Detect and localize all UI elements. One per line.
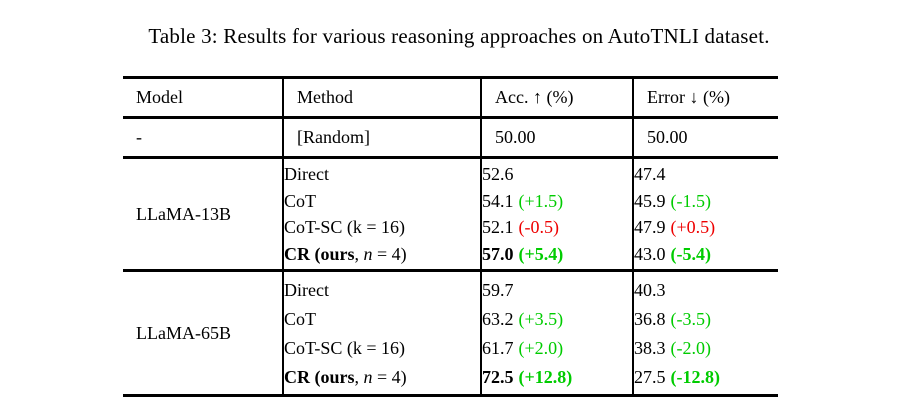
metric-value: 52.6	[482, 164, 514, 184]
baseline-model: -	[136, 127, 142, 147]
metric-value: 59.7	[482, 280, 514, 300]
delta-value: (+12.8)	[518, 367, 573, 387]
delta-value: (-0.5)	[518, 217, 559, 237]
column-header-method: Method	[282, 79, 480, 116]
acc-column: 52.6 54.1 (+1.5) 52.1 (-0.5) 57.0 (+5.4)	[480, 159, 632, 269]
metric-value: 45.9	[634, 190, 666, 211]
table-caption: Table 3: Results for various reasoning a…	[148, 24, 770, 48]
method-label: Direct	[284, 280, 329, 300]
method-label-var: n	[363, 367, 373, 387]
metric-value: 61.7	[482, 338, 514, 358]
baseline-acc: 50.00	[480, 119, 632, 156]
mid-rule-1	[123, 156, 778, 159]
method-label-sep: ,	[354, 243, 364, 264]
header-rule	[123, 116, 778, 119]
metric-value: 27.5	[634, 367, 666, 387]
method-label-bold: CR (ours	[284, 367, 355, 387]
metric-value: 72.5	[482, 367, 514, 387]
method-label: CR (ours, n = 4)	[284, 362, 480, 391]
delta-value: (+0.5)	[670, 217, 716, 237]
model-name: LLaMA-13B	[136, 203, 231, 224]
metric-value: 38.3	[634, 338, 666, 358]
delta-value: (-3.5)	[670, 309, 711, 329]
method-label: Direct	[284, 164, 329, 184]
column-header-model: Model	[136, 87, 183, 107]
metric-value: 63.2	[482, 309, 514, 329]
method-label: CoT-SC (k = 16)	[284, 217, 405, 237]
delta-value: (+1.5)	[518, 190, 564, 211]
method-column: Direct CoT CoT-SC (k = 16) CR (ours, n =…	[282, 159, 480, 269]
top-rule	[123, 76, 778, 79]
metric-value: 54.1	[482, 190, 514, 211]
metric-value: 40.3	[634, 280, 666, 300]
delta-value: (-5.4)	[670, 243, 711, 264]
header-row: Model Method Acc. ↑ (%) Error ↓ (%)	[123, 79, 778, 116]
delta-value: (-12.8)	[670, 367, 720, 387]
baseline-error: 50.00	[632, 119, 778, 156]
metric-value: 47.4	[634, 164, 666, 184]
delta-value: (+5.4)	[518, 243, 564, 264]
method-column: Direct CoT CoT-SC (k = 16) CR (ours, n =…	[282, 272, 480, 394]
bottom-rule	[123, 394, 778, 397]
method-label-tail: = 4)	[372, 367, 407, 387]
error-column: 47.4 45.9 (-1.5) 47.9 (+0.5) 43.0 (-5.4)	[632, 159, 778, 269]
metric-value: 57.0	[482, 243, 514, 264]
method-label: CoT	[284, 309, 317, 329]
metric-value: 36.8	[634, 309, 666, 329]
baseline-method: [Random]	[282, 119, 480, 156]
method-label-var: n	[363, 243, 373, 264]
error-column: 40.3 36.8 (-3.5) 38.3 (-2.0) 27.5 (-12.8)	[632, 272, 778, 394]
method-label: CR (ours, n = 4)	[284, 241, 480, 268]
column-header-acc: Acc. ↑ (%)	[480, 79, 632, 116]
model-group-llama-65b: LLaMA-65B Direct CoT CoT-SC (k = 16) CR …	[123, 272, 778, 394]
metric-value: 52.1	[482, 217, 514, 237]
results-table: Model Method Acc. ↑ (%) Error ↓ (%) - [R…	[123, 76, 778, 397]
mid-rule-2	[123, 269, 778, 272]
method-label: CoT	[284, 190, 317, 211]
delta-value: (-2.0)	[670, 338, 711, 358]
model-name: LLaMA-65B	[136, 322, 231, 343]
delta-value: (+3.5)	[518, 309, 564, 329]
method-label-tail: = 4)	[372, 243, 407, 264]
delta-value: (+2.0)	[518, 338, 564, 358]
baseline-row: - [Random] 50.00 50.00	[123, 119, 778, 156]
method-label-sep: ,	[354, 367, 364, 387]
method-label: CoT-SC (k = 16)	[284, 338, 405, 358]
metric-value: 47.9	[634, 217, 666, 237]
column-header-error: Error ↓ (%)	[632, 79, 778, 116]
model-group-llama-13b: LLaMA-13B Direct CoT CoT-SC (k = 16) CR …	[123, 159, 778, 269]
acc-column: 59.7 63.2 (+3.5) 61.7 (+2.0) 72.5 (+12.8)	[480, 272, 632, 394]
metric-value: 43.0	[634, 243, 666, 264]
method-label-bold: CR (ours	[284, 243, 355, 264]
delta-value: (-1.5)	[670, 190, 711, 211]
